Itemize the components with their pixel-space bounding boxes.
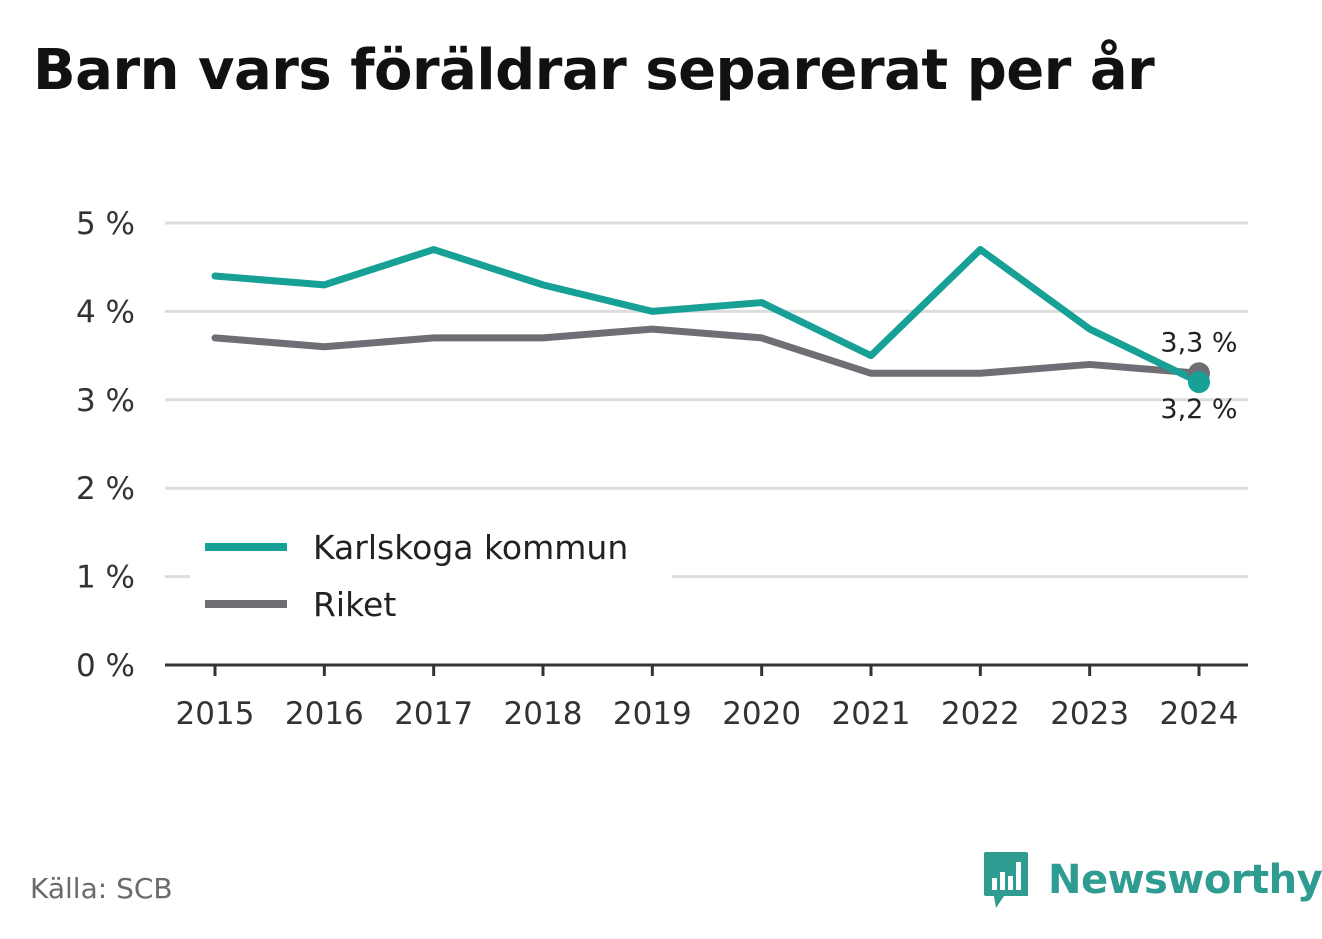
y-tick-label: 4 %: [76, 294, 135, 330]
y-tick-label: 3 %: [76, 383, 135, 419]
end-label-karlskoga: 3,2 %: [1160, 394, 1237, 425]
y-tick-label: 5 %: [76, 206, 135, 242]
x-tick-label: 2018: [504, 696, 583, 732]
newsworthy-logo-icon: [984, 852, 1028, 908]
x-tick-label: 2019: [613, 696, 692, 732]
legend-background: [190, 520, 672, 630]
legend: Karlskoga kommun Riket: [190, 520, 672, 630]
y-tick-label: 1 %: [76, 560, 135, 596]
series-line-karlskoga: [211, 246, 1203, 386]
y-tick-label: 2 %: [76, 471, 135, 507]
x-tick-label: 2016: [285, 696, 364, 732]
x-tick-label: 2017: [394, 696, 473, 732]
brand: Newsworthy: [982, 850, 1322, 910]
end-point-karlskoga: [1188, 371, 1210, 394]
x-axis: 2015 2016 2017 2018 2019 2020 2021 2022 2023 2024: [165, 663, 1248, 732]
end-label-riket: 3,3 %: [1160, 327, 1237, 358]
y-axis: 0 % 1 % 2 % 3 % 4 % 5 %: [76, 206, 135, 684]
x-tick-label: 2023: [1050, 696, 1129, 732]
series-line-riket: [211, 325, 1203, 377]
x-tick-label: 2020: [722, 696, 801, 732]
legend-label: Karlskoga kommun: [313, 528, 628, 567]
series-lines: 3,3 % 3,2 %: [211, 246, 1238, 425]
source-note: Källa: SCB: [30, 872, 173, 905]
y-tick-label: 0 %: [76, 648, 135, 684]
x-tick-label: 2021: [832, 696, 911, 732]
x-tick-label: 2022: [941, 696, 1020, 732]
chart-title: Barn vars föräldrar separerat per år: [33, 38, 1155, 103]
legend-label: Riket: [313, 585, 396, 624]
brand-name: Newsworthy: [1048, 857, 1322, 903]
x-tick-label: 2024: [1160, 696, 1239, 732]
x-tick-label: 2015: [176, 696, 255, 732]
